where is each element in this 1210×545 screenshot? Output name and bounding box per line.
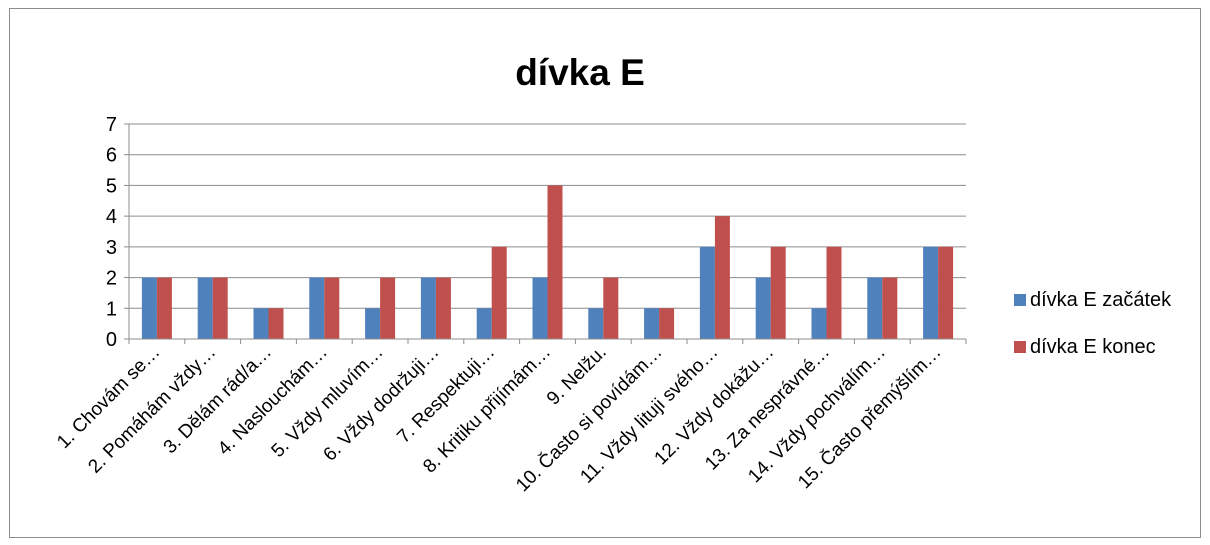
bar-end [547, 185, 563, 339]
bar-start [253, 308, 269, 339]
bar-start [811, 308, 827, 339]
bar-end [659, 308, 675, 339]
bar-end [714, 216, 730, 339]
chart-frame: dívka E 0 1 2 3 4 5 6 7 1. Chovám se… 2. Pomáhám… [9, 8, 1201, 538]
bar-end [826, 246, 842, 339]
x-tick-labels: 1. Chovám se…2. Pomáhám vždy…3. Dělám rá… [53, 341, 945, 496]
bar-start [476, 308, 492, 339]
axes [124, 123, 967, 344]
y-tick-label: 0 [106, 329, 117, 351]
y-tick-label: 3 [106, 237, 117, 259]
y-tick-label: 6 [106, 145, 117, 167]
bar-end [770, 246, 786, 339]
x-tick-label: 7. Respektuji… [393, 342, 499, 448]
bar-start [420, 277, 436, 339]
legend-swatch [1014, 341, 1026, 353]
bar-end [212, 277, 228, 339]
y-tick-label: 4 [106, 206, 117, 228]
x-tick-label: 1. Chovám se… [53, 342, 164, 453]
bar-start [532, 277, 548, 339]
bar-start [309, 277, 325, 339]
bar-end [882, 277, 898, 339]
bar-start [588, 308, 604, 339]
bars [141, 185, 954, 339]
bar-end [156, 277, 172, 339]
bar-start [644, 308, 660, 339]
legend-swatch [1014, 294, 1026, 306]
y-tick-label: 5 [106, 175, 117, 197]
legend: dívka E začátek dívka E konec [1014, 289, 1172, 358]
bar-start [197, 277, 213, 339]
bar-end [603, 277, 619, 339]
bar-start [867, 277, 883, 339]
bar-start [755, 277, 771, 339]
bar-start [141, 277, 157, 339]
legend-label: dívka E konec [1030, 336, 1156, 358]
bar-end [435, 277, 451, 339]
bar-end [491, 246, 507, 339]
bar-end [380, 277, 396, 339]
chart-title: dívka E [515, 52, 645, 93]
bar-start [365, 308, 381, 339]
bar-chart: dívka E 0 1 2 3 4 5 6 7 1. Chovám se…2. Pomáhám… [53, 52, 1172, 496]
bar-start [699, 246, 715, 339]
y-tick-labels: 0 1 2 3 4 5 6 7 [106, 114, 117, 351]
y-tick-label: 7 [106, 114, 117, 136]
y-tick-label: 1 [106, 298, 117, 320]
bar-end [268, 308, 284, 339]
bar-end [324, 277, 340, 339]
legend-label: dívka E začátek [1030, 289, 1172, 311]
y-tick-label: 2 [106, 268, 117, 290]
bar-end [938, 246, 954, 339]
bar-start [923, 246, 939, 339]
